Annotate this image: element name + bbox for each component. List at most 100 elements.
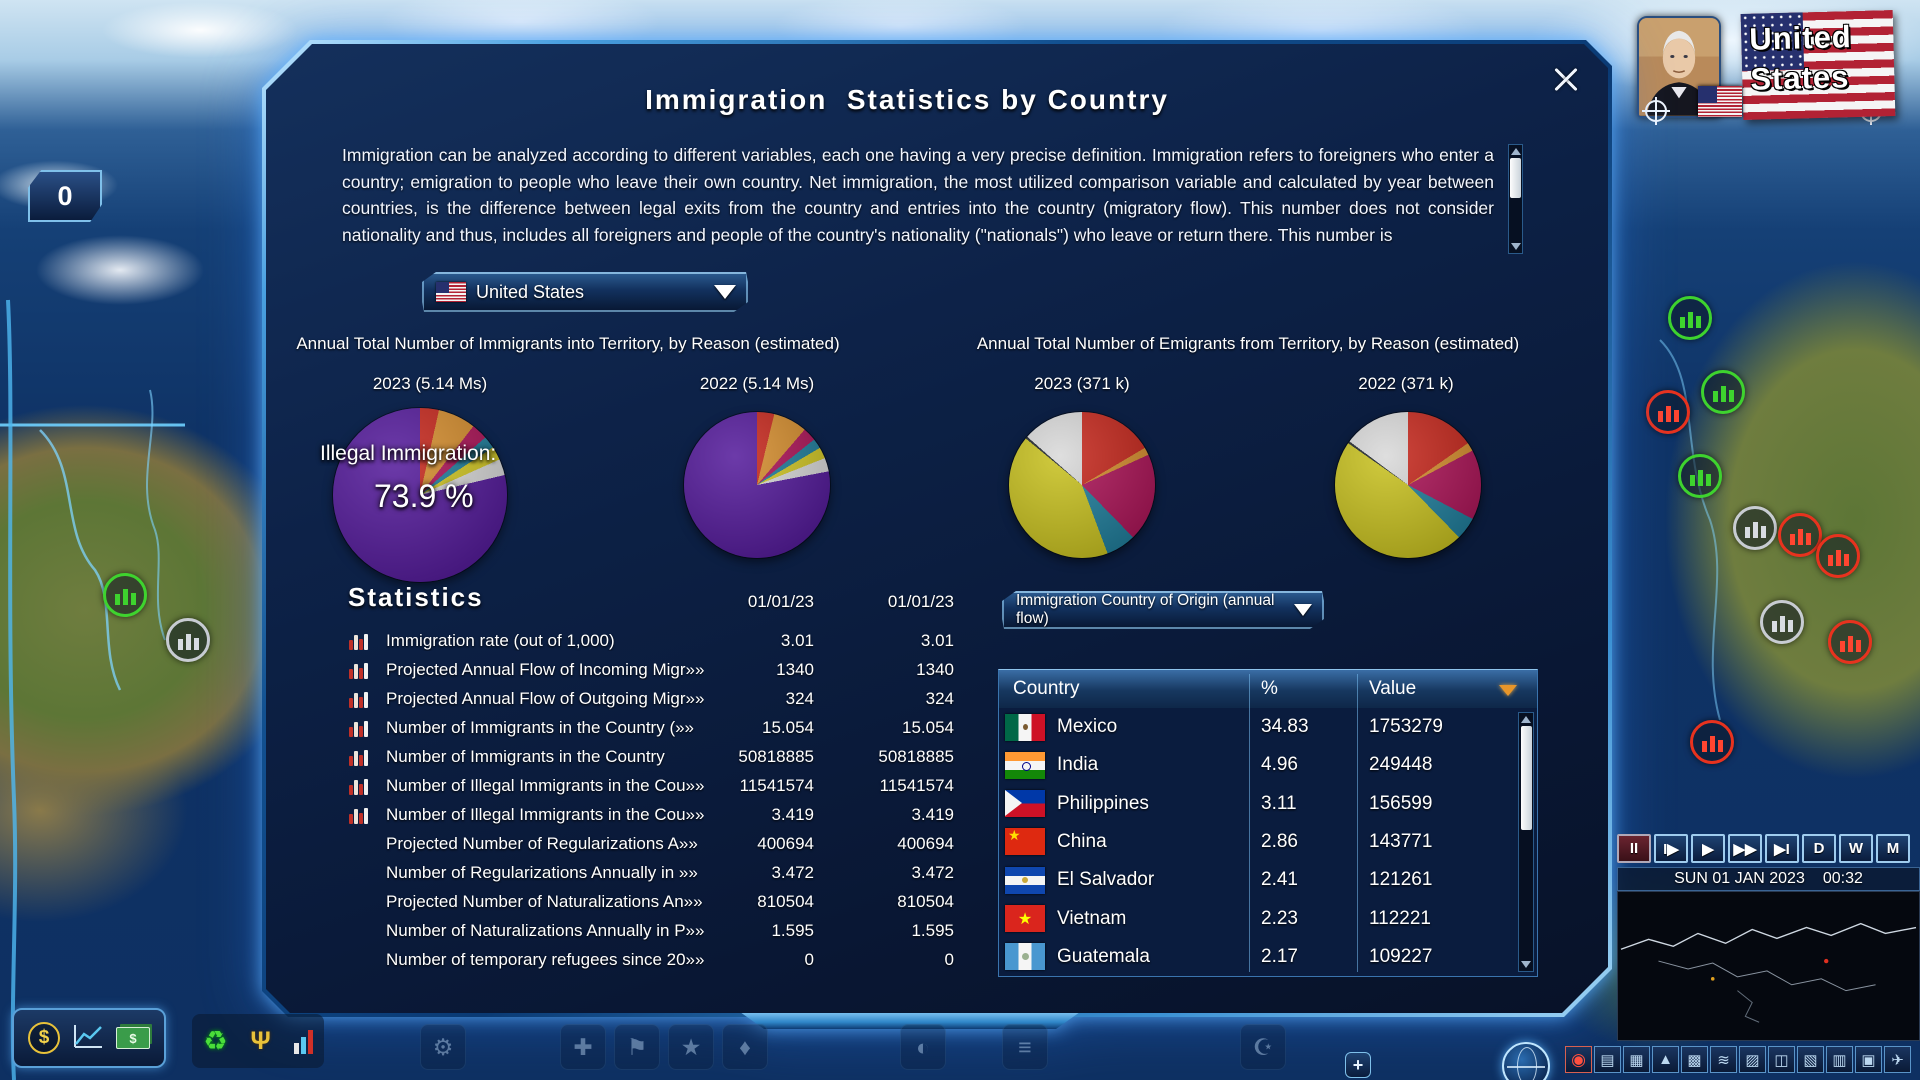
origin-country-row[interactable]: India 4.96 249448 <box>999 746 1515 784</box>
scrollbar-thumb[interactable] <box>1510 158 1521 198</box>
origin-country-row[interactable]: China 2.86 143771 <box>999 823 1515 861</box>
scrollbar-track[interactable] <box>1509 198 1522 240</box>
stat-row[interactable]: Immigration rate (out of 1,000) 3.01 3.01 <box>346 626 954 655</box>
industry-icon[interactable]: ⚙ <box>420 1024 466 1070</box>
country-dropdown[interactable]: United States <box>422 272 748 312</box>
layers-button[interactable]: ▤ <box>1594 1046 1621 1073</box>
emigrants-section-title: Annual Total Number of Emigrants from Te… <box>976 334 1520 353</box>
stat-value-col1: 324 <box>785 688 814 708</box>
playback-skip-forward-button[interactable]: ▶I <box>1765 834 1799 863</box>
cities-button[interactable]: ◫ <box>1768 1046 1795 1073</box>
playback-fast-forward-button[interactable]: ▶▶ <box>1728 834 1762 863</box>
column-header-percent[interactable]: % <box>1261 678 1278 699</box>
playback-week-button[interactable]: W <box>1839 834 1873 863</box>
origin-country-row[interactable]: Guatemala 2.17 109227 <box>999 938 1515 976</box>
weather-button[interactable]: ≋ <box>1710 1046 1737 1073</box>
description-scrollbar[interactable] <box>1508 144 1523 254</box>
unit-marker-grey[interactable] <box>1760 600 1804 644</box>
chevron-down-icon <box>1294 604 1312 616</box>
close-icon[interactable] <box>1546 60 1586 100</box>
regions-button[interactable]: ▨ <box>1739 1046 1766 1073</box>
religion-icon[interactable]: ☪ <box>1240 1024 1286 1070</box>
notification-badge[interactable]: 0 <box>28 170 102 222</box>
minimap[interactable] <box>1617 891 1920 1041</box>
unit-marker-grey[interactable] <box>1733 506 1777 550</box>
population-button[interactable]: ▩ <box>1681 1046 1708 1073</box>
unit-marker-grey[interactable] <box>166 618 210 662</box>
stat-row[interactable]: Projected Number of Naturalizations An»»… <box>346 887 954 916</box>
playback-play-step-button[interactable]: I▶ <box>1654 834 1688 863</box>
playback-pause-button[interactable]: II <box>1617 834 1651 863</box>
origin-mode-dropdown[interactable]: Immigration Country of Origin (annual fl… <box>1002 591 1324 629</box>
stat-row[interactable]: Number of Illegal Immigrants in the Cou»… <box>346 800 954 829</box>
social-icon[interactable]: ◐ <box>900 1024 946 1070</box>
origin-country-value: 143771 <box>1369 830 1433 852</box>
stat-row[interactable]: Number of temporary refugees since 20»» 0… <box>346 945 954 974</box>
unit-marker-green[interactable] <box>103 573 147 617</box>
unit-marker-green[interactable] <box>1668 296 1712 340</box>
add-button[interactable]: + <box>1345 1052 1371 1078</box>
stat-row[interactable]: Number of Immigrants in the Country (»» 1… <box>346 713 954 742</box>
alliances-button[interactable]: ▣ <box>1855 1046 1882 1073</box>
column-header-country[interactable]: Country <box>1013 678 1080 699</box>
scroll-up-icon[interactable] <box>1509 145 1522 158</box>
relief-button[interactable]: ▲ <box>1652 1046 1679 1073</box>
stat-row[interactable]: Number of Illegal Immigrants in the Cou»… <box>346 771 954 800</box>
health-icon[interactable]: ✚ <box>560 1024 606 1070</box>
stat-row[interactable]: Number of Regularizations Annually in »»… <box>346 858 954 887</box>
military-button[interactable]: ✈ <box>1884 1046 1911 1073</box>
stat-value-col1: 0 <box>804 949 814 969</box>
unit-marker-red[interactable] <box>1778 513 1822 557</box>
stat-value-col2: 3.419 <box>911 804 954 824</box>
origin-table-scrollbar[interactable] <box>1518 712 1534 972</box>
unit-marker-green[interactable] <box>1701 370 1745 414</box>
stat-icon-empty <box>346 951 370 969</box>
stat-row[interactable]: Projected Annual Flow of Incoming Migr»»… <box>346 655 954 684</box>
grid-button[interactable]: ▦ <box>1623 1046 1650 1073</box>
unit-marker-red[interactable] <box>1816 534 1860 578</box>
budget-dollar-icon[interactable]: $ <box>28 1022 60 1054</box>
unit-marker-red[interactable] <box>1690 720 1734 764</box>
scroll-down-icon[interactable] <box>1519 958 1533 971</box>
origin-country-row[interactable]: El Salvador 2.41 121261 <box>999 861 1515 899</box>
stat-row[interactable]: Number of Immigrants in the Country 50818… <box>346 742 954 771</box>
origin-country-row[interactable]: Vietnam 2.23 112221 <box>999 899 1515 937</box>
culture-icon[interactable]: ♦ <box>722 1024 768 1070</box>
stat-row[interactable]: Projected Annual Flow of Outgoing Migr»»… <box>346 684 954 713</box>
globe-view-button[interactable]: ◉ <box>1565 1046 1592 1073</box>
scrollbar-thumb[interactable] <box>1521 726 1532 830</box>
policy-flag-icon[interactable]: ⚑ <box>614 1024 660 1070</box>
country-dropdown-value: United States <box>476 281 585 302</box>
origin-country-row[interactable]: Philippines 3.11 156599 <box>999 785 1515 823</box>
target-crosshair-icon[interactable] <box>1642 97 1670 125</box>
origin-country-row[interactable]: Mexico 34.83 1753279 <box>999 708 1515 746</box>
education-icon[interactable]: ★ <box>668 1024 714 1070</box>
globe-compass-icon[interactable] <box>1502 1042 1550 1080</box>
stat-value-col1: 11541574 <box>739 775 814 795</box>
playback-play-button[interactable]: ▶ <box>1691 834 1725 863</box>
stat-row[interactable]: Number of Naturalizations Annually in P»… <box>346 916 954 945</box>
treasury-cash-icon[interactable]: $ <box>116 1027 150 1049</box>
unit-marker-green[interactable] <box>1678 454 1722 498</box>
sea-button[interactable]: ▥ <box>1826 1046 1853 1073</box>
sort-descending-icon[interactable] <box>1499 685 1517 696</box>
stat-row[interactable]: Projected Number of Regularizations A»» 4… <box>346 829 954 858</box>
unit-marker-red[interactable] <box>1646 390 1690 434</box>
cn-flag-icon <box>1005 828 1045 855</box>
economy-chart-icon[interactable] <box>72 1022 104 1055</box>
playback-month-button[interactable]: M <box>1876 834 1910 863</box>
scrollbar-track[interactable] <box>1519 830 1533 958</box>
scroll-up-icon[interactable] <box>1519 713 1533 726</box>
playback-day-button[interactable]: D <box>1802 834 1836 863</box>
player-country-flag[interactable]: United States <box>1740 10 1896 120</box>
institutions-icon[interactable]: ≡ <box>1002 1024 1048 1070</box>
resources-panel: ♻ Ψ <box>192 1014 324 1068</box>
production-bars-icon[interactable] <box>293 1028 313 1054</box>
agriculture-wheat-icon[interactable]: Ψ <box>250 1026 271 1055</box>
environment-recycle-icon[interactable]: ♻ <box>203 1025 228 1056</box>
stat-value-col1: 1340 <box>776 659 814 679</box>
column-header-value[interactable]: Value <box>1369 678 1417 699</box>
unit-marker-red[interactable] <box>1828 620 1872 664</box>
routes-button[interactable]: ▧ <box>1797 1046 1824 1073</box>
scroll-down-icon[interactable] <box>1509 240 1522 253</box>
